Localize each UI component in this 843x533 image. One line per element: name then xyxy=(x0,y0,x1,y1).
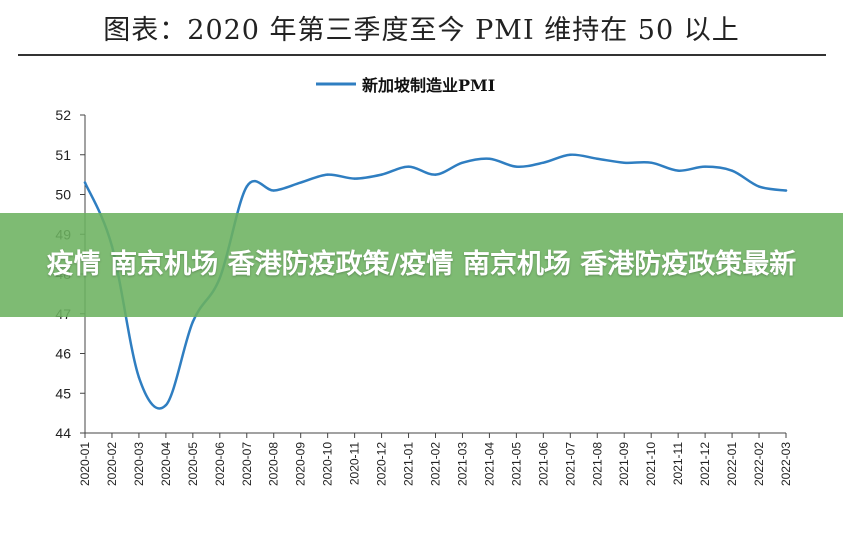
x-tick-label: 2021-11 xyxy=(671,442,685,485)
data-point xyxy=(164,403,168,407)
x-tick-label: 2021-10 xyxy=(644,442,658,486)
x-tick-label: 2021-02 xyxy=(429,442,443,486)
data-point xyxy=(407,165,410,168)
data-point xyxy=(434,173,437,176)
x-tick-label: 2021-09 xyxy=(617,442,631,486)
data-point xyxy=(730,169,734,172)
data-point xyxy=(676,169,680,172)
x-tick-label: 2021-07 xyxy=(563,442,577,486)
x-tick-label: 2020-03 xyxy=(132,442,146,486)
data-point xyxy=(703,165,707,168)
series-line-0 xyxy=(83,153,788,410)
x-tick-label: 2020-09 xyxy=(294,442,308,486)
overlay-headline: 疫情 南京机场 香港防疫政策/疫情 南京机场 香港防疫政策最新 xyxy=(46,249,797,280)
y-tick-label: 51 xyxy=(55,147,71,163)
x-tick-label: 2021-01 xyxy=(402,442,416,486)
x-tick-label: 2020-01 xyxy=(78,442,92,486)
data-point xyxy=(461,161,464,164)
data-point xyxy=(515,165,518,168)
data-point xyxy=(299,181,302,184)
data-point xyxy=(353,177,356,180)
data-point xyxy=(596,157,599,160)
page-title: 图表：2020 年第三季度至今 PMI 维持在 50 以上 xyxy=(103,15,740,46)
data-point xyxy=(569,153,572,156)
x-axis-ticks: 2020-01 2020-02 2020-03 2020-04 2020-05 2020-… xyxy=(78,433,793,486)
data-point xyxy=(191,320,195,323)
x-tick-label: 2020-08 xyxy=(267,442,281,486)
x-tick-label: 2022-03 xyxy=(779,442,793,486)
data-point xyxy=(623,161,626,164)
x-tick-label: 2020-05 xyxy=(186,442,200,486)
x-tick-label: 2020-04 xyxy=(159,442,173,486)
data-point xyxy=(380,173,383,176)
data-point xyxy=(784,189,788,192)
x-tick-label: 2020-02 xyxy=(105,442,119,486)
data-point xyxy=(245,185,248,188)
legend-label: 新加坡制造业PMI xyxy=(362,76,495,95)
x-tick-label: 2020-10 xyxy=(321,442,335,486)
x-tick-label: 2021-06 xyxy=(536,442,550,486)
y-tick-label: 52 xyxy=(55,107,71,123)
y-tick-label: 46 xyxy=(55,346,71,362)
x-tick-label: 2022-02 xyxy=(752,442,766,486)
x-tick-label: 2021-05 xyxy=(509,442,523,486)
data-point xyxy=(542,161,545,164)
data-point xyxy=(137,376,141,379)
y-tick-label: 50 xyxy=(55,187,71,203)
series-group xyxy=(83,153,788,410)
x-tick-label: 2022-01 xyxy=(725,442,739,486)
data-point xyxy=(488,157,491,160)
data-point xyxy=(757,185,761,188)
x-tick-label: 2021-03 xyxy=(455,442,469,486)
title-divider xyxy=(18,54,826,56)
x-tick-label: 2020-12 xyxy=(375,442,389,486)
data-point xyxy=(83,181,87,184)
x-tick-label: 2020-06 xyxy=(213,442,227,486)
data-point xyxy=(649,161,653,164)
x-tick-label: 2021-08 xyxy=(590,442,604,486)
data-point xyxy=(272,189,275,192)
overlay-banner: 疫情 南京机场 香港防疫政策/疫情 南京机场 香港防疫政策最新 xyxy=(0,213,843,317)
y-tick-label: 44 xyxy=(55,425,71,441)
x-tick-label: 2020-07 xyxy=(240,442,254,486)
chart-legend: 新加坡制造业PMI xyxy=(316,76,495,95)
y-tick-label: 45 xyxy=(55,385,71,401)
x-tick-label: 2021-12 xyxy=(698,442,712,486)
x-tick-label: 2021-04 xyxy=(482,442,496,486)
data-point xyxy=(326,173,329,176)
x-tick-label: 2020-11 xyxy=(348,442,362,485)
